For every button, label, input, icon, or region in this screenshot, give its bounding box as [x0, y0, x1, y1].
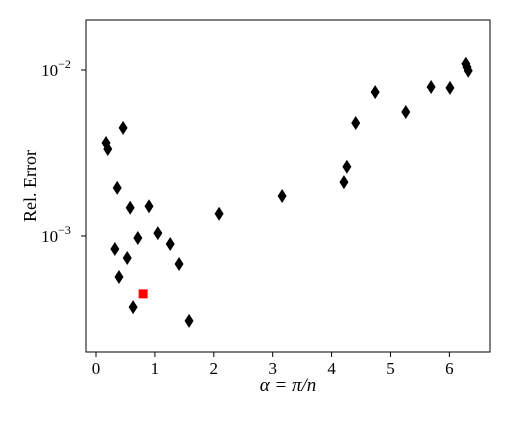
- y-tick-base: 10: [41, 61, 58, 80]
- diamond-marker: [463, 63, 473, 78]
- diamond-marker: [122, 250, 132, 265]
- diamond-marker: [214, 206, 224, 221]
- plot-frame: [85, 19, 491, 353]
- diamond-marker: [133, 230, 143, 245]
- diamond-marker: [184, 313, 194, 328]
- diamond-marker: [114, 270, 124, 285]
- x-axis-label: α = π/n: [260, 375, 317, 396]
- diamond-marker: [401, 105, 411, 120]
- y-tick-label: 10−3: [41, 223, 71, 246]
- x-tick-label: 1: [151, 359, 160, 378]
- diamond-marker: [339, 175, 349, 190]
- x-tick-label: 4: [327, 359, 336, 378]
- diamond-marker: [426, 79, 436, 94]
- diamond-marker: [110, 241, 120, 256]
- x-tick-label: 0: [92, 359, 101, 378]
- diamond-marker: [118, 120, 128, 135]
- x-tick-label: 5: [386, 359, 395, 378]
- diamond-marker: [103, 142, 113, 157]
- x-tick-label: 2: [210, 359, 219, 378]
- y-tick-exponent: −3: [58, 223, 71, 237]
- y-tick-label: 10−2: [41, 57, 71, 80]
- diamond-marker: [125, 200, 135, 215]
- diamond-marker: [445, 80, 455, 95]
- diamond-marker: [144, 199, 154, 214]
- y-axis-label: Rel. Error: [20, 150, 40, 222]
- diamond-marker: [277, 189, 287, 204]
- x-tick-label: 3: [268, 359, 277, 378]
- square-marker: [138, 289, 148, 299]
- diamond-marker: [174, 256, 184, 271]
- y-tick-exponent: −2: [58, 57, 71, 71]
- diamond-marker: [370, 85, 380, 100]
- diamond-marker: [351, 116, 361, 131]
- diamond-marker: [165, 236, 175, 251]
- y-tick-base: 10: [41, 227, 58, 246]
- x-tick-label: 6: [445, 359, 454, 378]
- diamond-marker: [153, 226, 163, 241]
- diamond-marker: [112, 180, 122, 195]
- diamond-marker: [342, 159, 352, 174]
- diamond-marker: [128, 300, 138, 315]
